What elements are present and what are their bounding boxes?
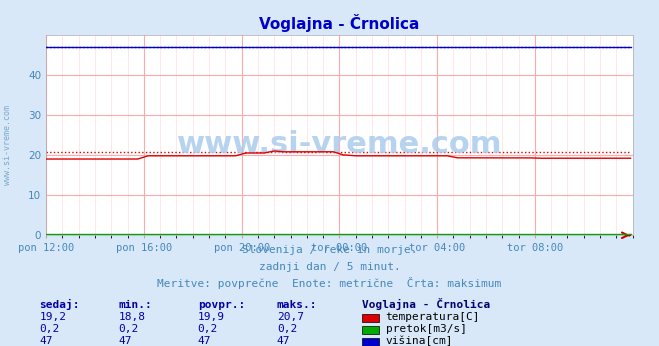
Text: sedaj:: sedaj:	[40, 299, 80, 310]
Text: temperatura[C]: temperatura[C]	[386, 312, 480, 322]
Text: Meritve: povprečne  Enote: metrične  Črta: maksimum: Meritve: povprečne Enote: metrične Črta:…	[158, 277, 501, 289]
Text: Voglajna - Črnolica: Voglajna - Črnolica	[362, 298, 491, 310]
Text: www.si-vreme.com: www.si-vreme.com	[3, 105, 13, 185]
Text: min.:: min.:	[119, 300, 152, 310]
Text: zadnji dan / 5 minut.: zadnji dan / 5 minut.	[258, 262, 401, 272]
Text: 47: 47	[277, 336, 290, 346]
Text: 47: 47	[119, 336, 132, 346]
Text: 20,7: 20,7	[277, 312, 304, 322]
Text: 47: 47	[40, 336, 53, 346]
Text: www.si-vreme.com: www.si-vreme.com	[177, 130, 502, 160]
Title: Voglajna - Črnolica: Voglajna - Črnolica	[259, 14, 420, 32]
Text: povpr.:: povpr.:	[198, 300, 245, 310]
Text: 19,9: 19,9	[198, 312, 225, 322]
Text: 0,2: 0,2	[277, 324, 297, 334]
Text: višina[cm]: višina[cm]	[386, 336, 453, 346]
Text: maks.:: maks.:	[277, 300, 317, 310]
Text: 0,2: 0,2	[198, 324, 218, 334]
Text: 19,2: 19,2	[40, 312, 67, 322]
Text: 0,2: 0,2	[119, 324, 139, 334]
Text: 18,8: 18,8	[119, 312, 146, 322]
Text: pretok[m3/s]: pretok[m3/s]	[386, 324, 467, 334]
Text: 0,2: 0,2	[40, 324, 60, 334]
Text: 47: 47	[198, 336, 211, 346]
Text: Slovenija / reke in morje.: Slovenija / reke in morje.	[242, 245, 417, 255]
